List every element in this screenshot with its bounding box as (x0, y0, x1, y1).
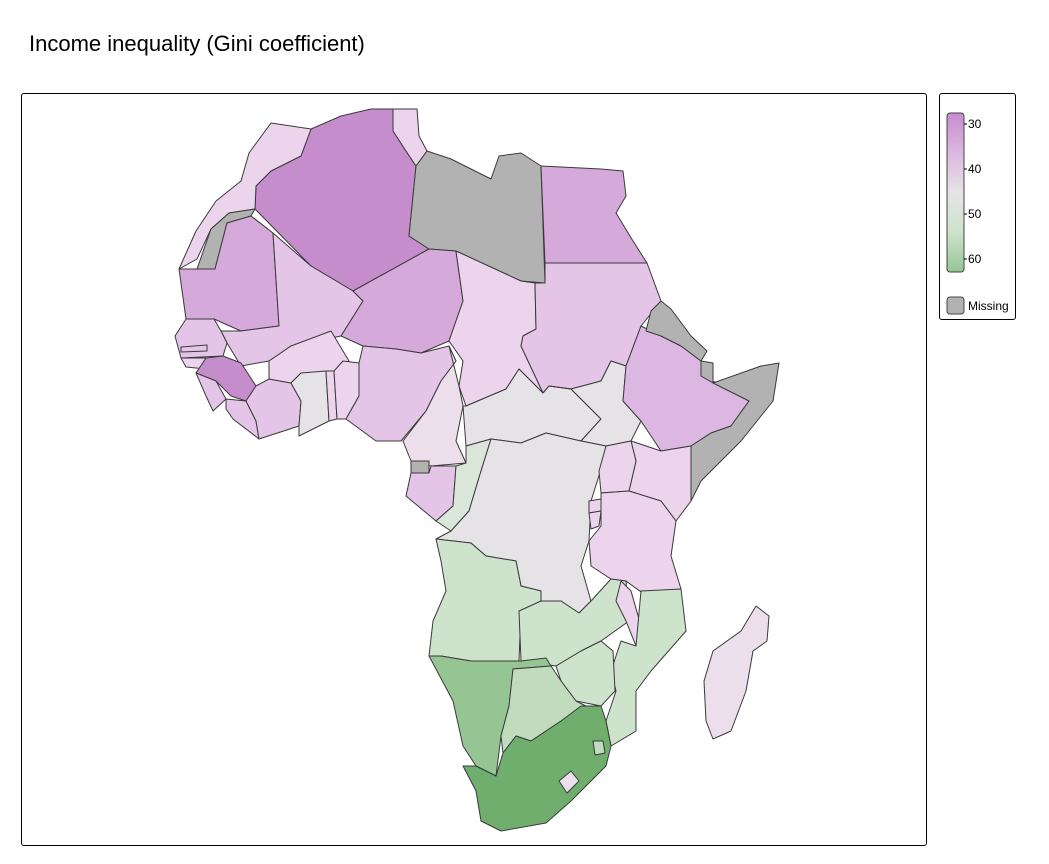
legend-tick-label: 40 (968, 162, 982, 176)
map-title: Income inequality (Gini coefficient) (29, 31, 365, 56)
legend: 30 40 50 60 Missing (939, 93, 1016, 320)
legend-missing-swatch (946, 296, 965, 315)
country-equatorial-guinea[interactable] (410, 460, 430, 474)
country-eritrea[interactable] (645, 300, 708, 362)
country-sierra-leone[interactable] (195, 372, 227, 412)
legend-missing-label: Missing (968, 299, 1009, 313)
legend-graphic: 30 40 50 60 Missing (946, 112, 1009, 315)
map-panel (21, 93, 927, 846)
africa-choropleth (174, 108, 780, 832)
country-eswatini[interactable] (592, 740, 606, 756)
legend-tick-label: 30 (968, 117, 982, 131)
country-south-africa[interactable] (462, 705, 612, 832)
country-egypt[interactable] (540, 165, 648, 264)
country-madagascar[interactable] (703, 605, 770, 740)
country-somalia[interactable] (690, 362, 780, 502)
legend-color-ramp (946, 112, 965, 273)
legend-tick-label: 60 (968, 252, 982, 266)
country-lesotho[interactable] (558, 770, 580, 794)
country-burundi[interactable] (588, 510, 602, 530)
country-gambia[interactable] (180, 344, 208, 353)
country-mauritania[interactable] (178, 215, 280, 332)
legend-tick-label: 50 (968, 207, 982, 221)
